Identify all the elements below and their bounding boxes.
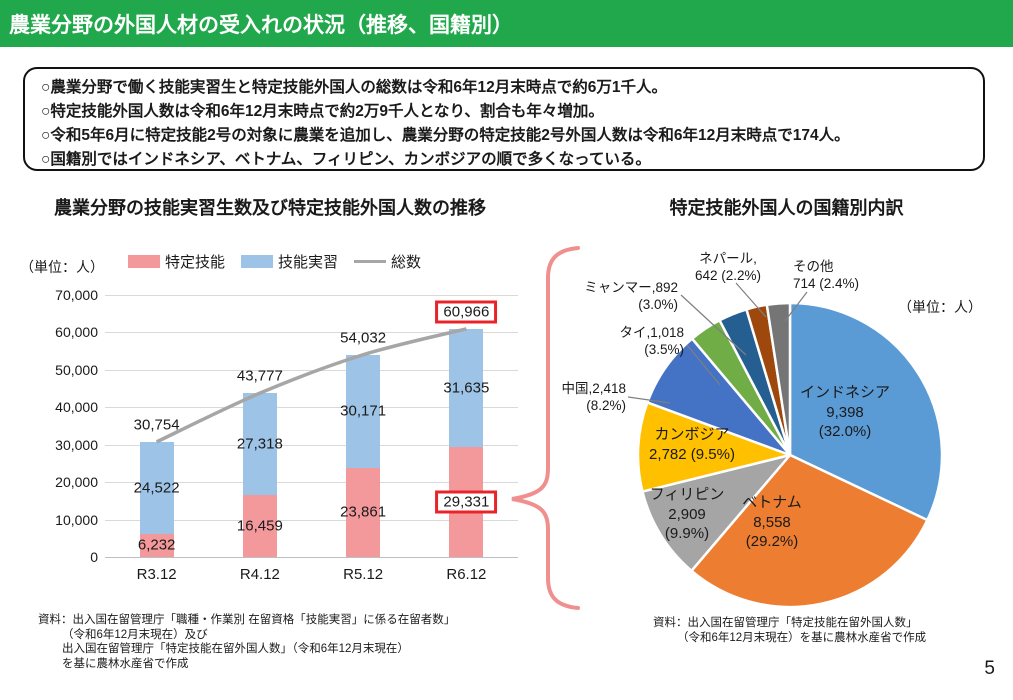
bar-data-label: 29,331 [435, 490, 498, 514]
x-axis-category-label: R5.12 [343, 566, 384, 583]
slide-header: 農業分野の外国人材の受入れの状況（推移、国籍別） [0, 0, 1013, 47]
bar-data-label: 27,318 [236, 435, 283, 453]
pie-chart-title: 特定技能外国人の国籍別内訳 [669, 198, 904, 218]
source-line: （令和6年12月末現在）及び [62, 628, 208, 641]
bar-data-label: 16,459 [236, 517, 283, 535]
y-axis-tick-label: 60,000 [55, 324, 98, 341]
x-axis-category-label: R3.12 [136, 566, 177, 583]
legend-swatch-sousuu [354, 259, 387, 264]
gridline [105, 557, 518, 558]
summary-point: ○国籍別ではインドネシア、ベトナム、フィリピン、カンボジアの順で多くなっている。 [41, 151, 651, 168]
bar-segment-ginou-jisshuu [139, 441, 174, 534]
source-line: （令和6年12月末現在）を基に農林水産省で作成 [677, 631, 927, 644]
bar-chart-title: 農業分野の技能実習生数及び特定技能外国人数の推移 [54, 198, 486, 218]
source-line: 資料：出入国在留管理庁「特定技能在留外国人数」 [653, 617, 918, 629]
source-line: 出入国在留管理庁「特定技能在留外国人数」（令和6年12月末現在） [62, 643, 409, 655]
bar-segment-tokutei-ginou [139, 533, 174, 557]
pie-slice-フィリピン [641, 453, 792, 573]
legend-item-tokutei-ginou: 特定技能 [128, 251, 225, 272]
y-axis-tick-label: 50,000 [55, 361, 98, 378]
total-data-label: 54,032 [340, 329, 387, 347]
total-data-label: 60,966 [435, 300, 498, 324]
y-axis-tick-label: 70,000 [55, 287, 98, 303]
pie-label-leader [680, 294, 747, 356]
pie-label-leader [735, 282, 767, 318]
bar-chart-unit-label: （単位：人） [20, 259, 104, 275]
bar-data-label: 6,232 [137, 536, 176, 554]
legend-label-sousuu: 総数 [391, 254, 422, 271]
gridline [105, 444, 518, 446]
pie-slice-インドネシア [788, 301, 944, 522]
pie-chart-unit-label: （単位：人） [898, 299, 982, 315]
page-title: 農業分野の外国人材の受入れの状況（推移、国籍別） [9, 13, 513, 37]
total-data-label: 30,754 [133, 416, 180, 434]
y-axis-tick-label: 40,000 [55, 399, 98, 416]
brace-connector [511, 246, 580, 610]
pie-slice-label-フィリピン: フィリピン 2,909 (9.9%) [649, 486, 725, 542]
bar-data-label: 23,861 [340, 503, 387, 521]
pie-label-leader [686, 344, 721, 386]
bar-data-label: 30,171 [340, 402, 387, 420]
pie-slice-label-カンボジア: カンボジア 2,782 (9.5%) [649, 426, 735, 463]
legend-label-tokutei-ginou: 特定技能 [165, 254, 226, 271]
pie-slice-label-ベトナム: ベトナム 8,558 (29.2%) [742, 494, 802, 550]
bar-data-label: 31,635 [443, 379, 490, 397]
legend-label-ginou-jisshuu: 技能実習 [278, 254, 339, 271]
gridline [105, 519, 518, 521]
y-axis-tick-label: 0 [90, 549, 98, 565]
summary-box: ○農業分野で働く技能実習生と特定技能外国人の総数は令和6年12月末時点で約6万1… [23, 67, 985, 171]
source-line: 資料：出入国在留管理庁「職種・作業別 在留資格「技能実習」に係る在留者数」 [38, 614, 456, 626]
gridline [105, 295, 518, 296]
y-axis-tick-label: 10,000 [55, 511, 98, 528]
y-axis-tick-label: 30,000 [55, 436, 98, 453]
x-axis-category-label: R6.12 [446, 566, 487, 583]
bar-data-label: 24,522 [133, 479, 180, 497]
pie-slice-その他 [765, 301, 792, 457]
bar-chart-legend: 特定技能 技能実習 総数 [128, 251, 421, 272]
bar-chart: （単位：人） 特定技能 技能実習 総数 0 10,000 20,000 30,000 4… [20, 245, 530, 595]
legend-item-sousuu: 総数 [354, 251, 421, 272]
pie-slice-label-インドネシア: インドネシア 9,398 (32.0%) [799, 384, 891, 440]
legend-swatch-tokutei-ginou [128, 255, 160, 268]
bar-chart-source: 資料：出入国在留管理庁「職種・作業別 在留資格「技能実習」に係る在留者数」 （令… [38, 613, 455, 671]
page-number: 5 [984, 658, 995, 679]
pie-slice-カンボジア [636, 401, 792, 493]
pie-slice-label-中国: 中国,2,418 (8.2%) [561, 381, 626, 413]
pie-slice-label-タイ: タイ,1,018 (3.5%) [619, 325, 684, 357]
summary-point: ○特定技能外国人数は令和6年12月末時点で約2万9千人となり、割合も年々増加。 [41, 103, 604, 120]
pie-label-leader [784, 291, 808, 322]
pie-svg [627, 282, 944, 609]
pie-chart: （単位：人） インドネシア 9,398 (32.0%) ベトナム 8,558 (29.2%… [560, 235, 1013, 635]
summary-point: ○農業分野で働く技能実習生と特定技能外国人の総数は令和6年12月末時点で約6万1… [41, 79, 667, 96]
legend-item-ginou-jisshuu: 技能実習 [241, 251, 338, 272]
bar-segment-tokutei-ginou [242, 495, 277, 557]
source-line: を基に農林水産省で作成 [62, 657, 189, 670]
bar-segment-tokutei-ginou [346, 467, 381, 557]
pie-chart-source: 資料：出入国在留管理庁「特定技能在留外国人数」 （令和6年12月末現在）を基に農… [653, 616, 926, 645]
y-axis-tick-label: 20,000 [55, 474, 98, 491]
pie-slice-label-ミャンマー: ミャンマー,892 (3.0%) [584, 280, 678, 312]
pie-label-leader [627, 396, 671, 404]
pie-slice-label-その他: その他 714 (2.4%) [793, 259, 860, 291]
gridline [105, 482, 518, 484]
total-data-label: 43,777 [236, 367, 283, 385]
pie-slice-ベトナム [690, 453, 929, 609]
summary-point: ○令和5年6月に特定技能2号の対象に農業を追加し、農業分野の特定技能2号外国人数… [41, 127, 850, 144]
x-axis-category-label: R4.12 [239, 566, 280, 583]
legend-swatch-ginou-jisshuu [241, 255, 274, 268]
pie-slice-label-ネパール: ネパール, 642 (2.2%) [694, 251, 762, 283]
